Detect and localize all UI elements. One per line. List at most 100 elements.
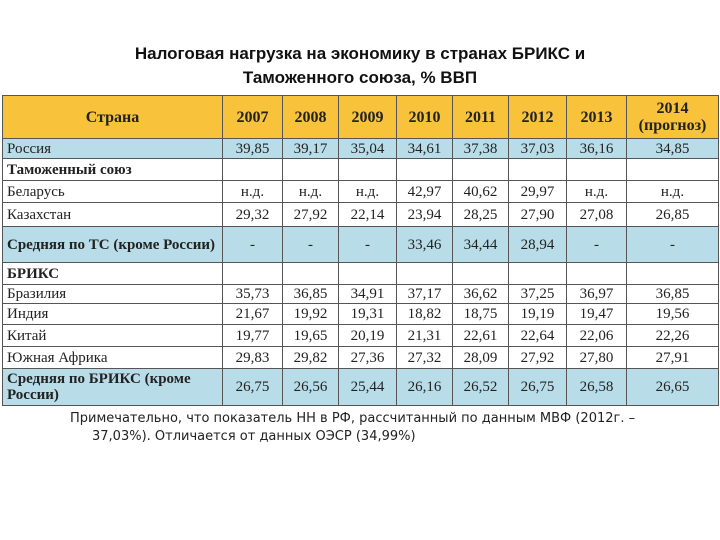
value-cell: 21,31 (396, 324, 453, 347)
value-cell: 36,97 (566, 284, 627, 304)
value-cell: 26,56 (282, 368, 339, 406)
row-label: Средняя по БРИКС (кроме России) (2, 368, 223, 406)
empty-cell (282, 158, 339, 181)
row-label: Средняя по ТС (кроме России) (2, 226, 223, 263)
empty-cell (566, 262, 627, 285)
value-cell: 22,26 (626, 324, 719, 347)
value-cell: 25,44 (338, 368, 397, 406)
header-row: Страна 2007 2008 2009 2010 2011 2012 2013 2014 (… (2, 95, 719, 139)
header-cell: 2014 (прогноз) (626, 95, 719, 139)
value-cell: 20,19 (338, 324, 397, 347)
value-cell: 35,04 (338, 138, 397, 159)
value-cell: 36,62 (452, 284, 509, 304)
value-cell: - (282, 226, 339, 263)
value-cell: 37,17 (396, 284, 453, 304)
table-row: Беларусь н.д. н.д. н.д. 42,97 40,62 29,97 н.д. н… (2, 180, 719, 203)
value-cell: 27,80 (566, 346, 627, 369)
value-cell: 34,44 (452, 226, 509, 263)
table-row: Средняя по ТС (кроме России) - - -33,46 34,4… (2, 226, 719, 263)
value-cell: - (566, 226, 627, 263)
value-cell: 34,85 (626, 138, 719, 159)
value-cell: 27,92 (282, 202, 339, 227)
table-row: Таможенный союз (2, 158, 719, 181)
value-cell: 37,38 (452, 138, 509, 159)
value-cell: 28,09 (452, 346, 509, 369)
row-label: Южная Африка (2, 346, 223, 369)
table-row: Казахстан 29,32 27,92 22,14 23,94 28,25 27,90 2… (2, 202, 719, 227)
value-cell: 26,58 (566, 368, 627, 406)
value-cell: 26,52 (452, 368, 509, 406)
value-cell: 19,47 (566, 303, 627, 325)
header-cell: 2008 (282, 95, 339, 139)
row-label: Беларусь (2, 180, 223, 203)
row-label: Бразилия (2, 284, 223, 304)
value-cell: 39,17 (282, 138, 339, 159)
value-cell: 28,94 (508, 226, 567, 263)
table-row: Китай 19,77 19,65 20,19 21,31 22,61 22,64 22,06… (2, 324, 719, 347)
empty-cell (566, 158, 627, 181)
empty-cell (626, 158, 719, 181)
value-cell: 26,16 (396, 368, 453, 406)
empty-cell (508, 158, 567, 181)
value-cell: 27,91 (626, 346, 719, 369)
value-cell: 26,75 (508, 368, 567, 406)
header-cell: 2013 (566, 95, 627, 139)
empty-cell (508, 262, 567, 285)
value-cell: 22,64 (508, 324, 567, 347)
value-cell: 26,75 (222, 368, 283, 406)
value-cell: 35,73 (222, 284, 283, 304)
value-cell: 29,32 (222, 202, 283, 227)
row-label: Индия (2, 303, 223, 325)
value-cell: 40,62 (452, 180, 509, 203)
value-cell: 27,08 (566, 202, 627, 227)
value-cell: 19,31 (338, 303, 397, 325)
value-cell: 21,67 (222, 303, 283, 325)
header-cell: 2012 (508, 95, 567, 139)
value-cell: 19,56 (626, 303, 719, 325)
value-cell: 29,83 (222, 346, 283, 369)
note: Примечательно, что показатель НН в РФ, р… (70, 411, 636, 444)
value-cell: 18,82 (396, 303, 453, 325)
data-table: Страна 2007 2008 2009 2010 2011 2012 2013 2014 (… (2, 95, 719, 406)
row-label: Таможенный союз (2, 158, 223, 181)
header-cell: 2009 (338, 95, 397, 139)
value-cell: н.д. (626, 180, 719, 203)
table-row: Средняя по БРИКС (кроме России) 26,75 26,5… (2, 368, 719, 406)
value-cell: 36,85 (282, 284, 339, 304)
table-row: Бразилия 35,73 36,85 34,91 37,17 36,62 37,25 36… (2, 284, 719, 304)
empty-cell (282, 262, 339, 285)
empty-cell (222, 158, 283, 181)
value-cell: 23,94 (396, 202, 453, 227)
empty-cell (396, 158, 453, 181)
table-row: Россия 39,85 39,17 35,04 34,61 37,38 37,03 36,1… (2, 138, 719, 159)
value-cell: н.д. (282, 180, 339, 203)
empty-cell (396, 262, 453, 285)
value-cell: 22,14 (338, 202, 397, 227)
value-cell: 22,61 (452, 324, 509, 347)
row-label: Казахстан (2, 202, 223, 227)
value-cell: 28,25 (452, 202, 509, 227)
value-cell: - (338, 226, 397, 263)
value-cell: 27,92 (508, 346, 567, 369)
value-cell: 42,97 (396, 180, 453, 203)
header-cell: 2007 (222, 95, 283, 139)
value-cell: 19,65 (282, 324, 339, 347)
table-row: Индия 21,67 19,92 19,31 18,82 18,75 19,19 19,47… (2, 303, 719, 325)
value-cell: 26,85 (626, 202, 719, 227)
value-cell: 26,65 (626, 368, 719, 406)
value-cell: 29,97 (508, 180, 567, 203)
empty-cell (452, 158, 509, 181)
value-cell: 34,61 (396, 138, 453, 159)
header-cell: 2011 (452, 95, 509, 139)
title: Налоговая нагрузка на экономику в страна… (134, 44, 586, 87)
value-cell: 19,77 (222, 324, 283, 347)
table-row: Южная Африка 29,83 29,82 27,36 27,32 28,09 27,… (2, 346, 719, 369)
empty-cell (626, 262, 719, 285)
empty-cell (222, 262, 283, 285)
header-cell: 2010 (396, 95, 453, 139)
row-label: Китай (2, 324, 223, 347)
value-cell: н.д. (338, 180, 397, 203)
value-cell: 33,46 (396, 226, 453, 263)
value-cell: н.д. (222, 180, 283, 203)
